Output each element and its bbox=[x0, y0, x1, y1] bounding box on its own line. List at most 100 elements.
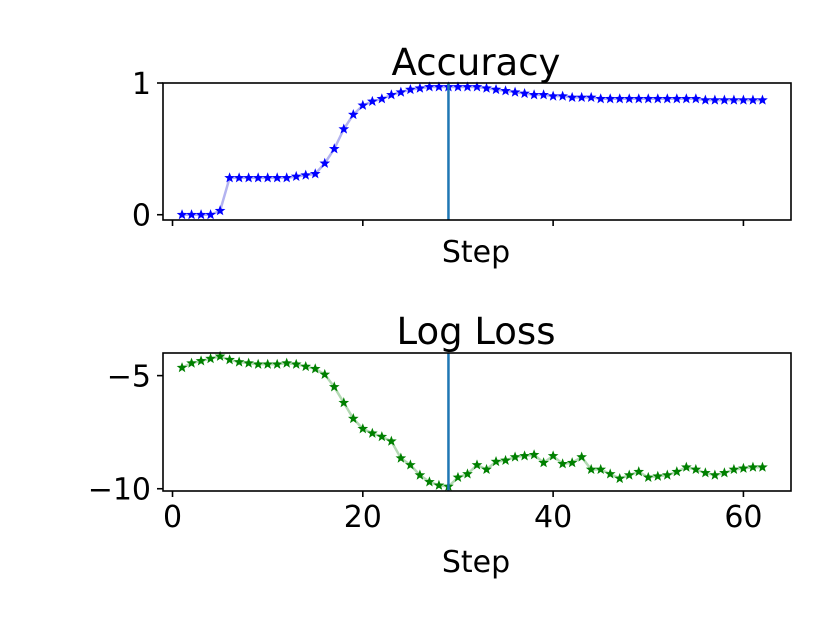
accuracy-data-point bbox=[481, 82, 492, 93]
accuracy-data-point bbox=[319, 157, 331, 168]
log-loss-data-point bbox=[747, 461, 759, 472]
accuracy-data-point bbox=[719, 94, 730, 105]
log-loss-data-point bbox=[195, 355, 207, 366]
accuracy-data-point bbox=[262, 172, 273, 183]
accuracy-data-point bbox=[690, 93, 702, 104]
log-loss-data-point bbox=[576, 451, 587, 462]
log-loss-data-point bbox=[633, 466, 645, 477]
log-loss-data-point bbox=[319, 368, 331, 380]
accuracy-data-point bbox=[186, 209, 197, 220]
accuracy-data-point bbox=[252, 172, 264, 183]
log-loss-data-point bbox=[424, 476, 435, 487]
log-loss-x-axis-label: Step bbox=[442, 545, 510, 580]
log-loss-data-point bbox=[414, 469, 426, 480]
log-loss-data-point bbox=[500, 454, 511, 465]
log-loss-data-point bbox=[471, 459, 483, 470]
accuracy-data-point bbox=[709, 94, 721, 105]
accuracy-data-point bbox=[462, 81, 473, 92]
log-loss-data-point bbox=[690, 463, 702, 475]
log-loss-data-point bbox=[281, 357, 293, 368]
log-loss-data-point bbox=[652, 470, 664, 481]
log-loss-data-point bbox=[205, 353, 216, 364]
log-loss-data-point bbox=[642, 471, 654, 482]
log-loss-data-point bbox=[538, 457, 549, 468]
accuracy-axes-frame bbox=[162, 82, 792, 221]
log-loss-data-point bbox=[243, 357, 254, 368]
log-loss-data-point bbox=[481, 463, 492, 475]
accuracy-data-point bbox=[661, 93, 673, 104]
accuracy-data-point bbox=[576, 91, 587, 103]
accuracy-series-line bbox=[182, 85, 763, 216]
accuracy-data-point bbox=[205, 209, 216, 220]
log-loss-data-point bbox=[452, 471, 464, 482]
accuracy-data-point bbox=[509, 86, 521, 97]
accuracy-ticks: 01 bbox=[132, 67, 745, 234]
accuracy-data-point bbox=[642, 93, 654, 104]
log-loss-data-point bbox=[214, 350, 226, 361]
accuracy-data-point bbox=[671, 93, 683, 104]
log-loss-data-point bbox=[300, 360, 312, 372]
log-loss-data-point bbox=[490, 455, 502, 467]
accuracy-data-point bbox=[338, 123, 350, 134]
log-loss-data-point bbox=[176, 362, 188, 373]
accuracy-y-tick-label: 1 bbox=[132, 67, 151, 102]
accuracy-data-point bbox=[557, 90, 568, 101]
log-loss-data-point bbox=[623, 469, 635, 480]
log-loss-data-point bbox=[433, 479, 445, 490]
accuracy-data-point bbox=[566, 91, 578, 103]
log-loss-x-tick-label: 40 bbox=[534, 500, 572, 535]
log-loss-data-point bbox=[376, 431, 388, 442]
accuracy-data-point bbox=[585, 91, 597, 103]
accuracy-y-tick-label: 0 bbox=[132, 199, 151, 234]
log-loss-data-point bbox=[367, 427, 378, 438]
accuracy-data-point bbox=[614, 93, 626, 104]
accuracy-data-point bbox=[681, 93, 692, 104]
log-loss-data-point bbox=[386, 435, 397, 446]
log-loss-data-point bbox=[347, 413, 359, 424]
accuracy-data-point bbox=[233, 172, 245, 183]
accuracy-data-point bbox=[243, 172, 254, 183]
accuracy-data-point bbox=[519, 87, 530, 99]
log-loss-data-point bbox=[566, 457, 578, 468]
log-loss-data-point bbox=[700, 467, 711, 478]
accuracy-data-point bbox=[376, 93, 388, 104]
log-loss-data-point bbox=[405, 459, 416, 470]
accuracy-data-point bbox=[224, 172, 235, 183]
log-loss-data-point bbox=[728, 463, 740, 475]
accuracy-data-point bbox=[347, 109, 359, 120]
log-loss-axes-frame bbox=[162, 352, 792, 492]
log-loss-data-point bbox=[309, 363, 321, 374]
accuracy-data-point bbox=[395, 86, 407, 97]
accuracy-data-point bbox=[367, 95, 378, 106]
accuracy-data-point bbox=[747, 94, 759, 105]
log-loss-data-point bbox=[395, 452, 407, 463]
accuracy-data-point bbox=[757, 94, 768, 105]
log-loss-data-point bbox=[585, 463, 597, 475]
accuracy-data-point bbox=[738, 94, 749, 105]
accuracy-data-point bbox=[528, 89, 540, 100]
accuracy-data-point bbox=[471, 81, 483, 92]
log-loss-data-point bbox=[338, 397, 350, 408]
accuracy-data-point bbox=[214, 205, 226, 216]
log-loss-data-point bbox=[186, 357, 197, 368]
log-loss-series-line bbox=[181, 355, 763, 488]
accuracy-data-point bbox=[176, 209, 188, 220]
accuracy-data-point bbox=[538, 89, 549, 100]
log-loss-data-point bbox=[614, 472, 626, 484]
log-loss-data-point bbox=[519, 450, 530, 461]
accuracy-data-point bbox=[424, 81, 435, 92]
accuracy-data-point bbox=[195, 209, 207, 220]
accuracy-data-point bbox=[500, 85, 511, 96]
log-loss-data-point bbox=[595, 463, 607, 475]
log-loss-data-point bbox=[328, 381, 340, 392]
accuracy-data-point bbox=[633, 93, 645, 104]
accuracy-title: Accuracy bbox=[392, 41, 561, 84]
log-loss-data-point bbox=[357, 423, 369, 434]
log-loss-data-point bbox=[709, 469, 721, 480]
log-loss-data-point bbox=[738, 462, 749, 473]
accuracy-data-point bbox=[300, 169, 312, 180]
accuracy-data-point bbox=[728, 94, 740, 105]
accuracy-data-point bbox=[433, 81, 445, 92]
accuracy-data-point bbox=[547, 90, 559, 101]
log-loss-data-point bbox=[528, 449, 540, 460]
